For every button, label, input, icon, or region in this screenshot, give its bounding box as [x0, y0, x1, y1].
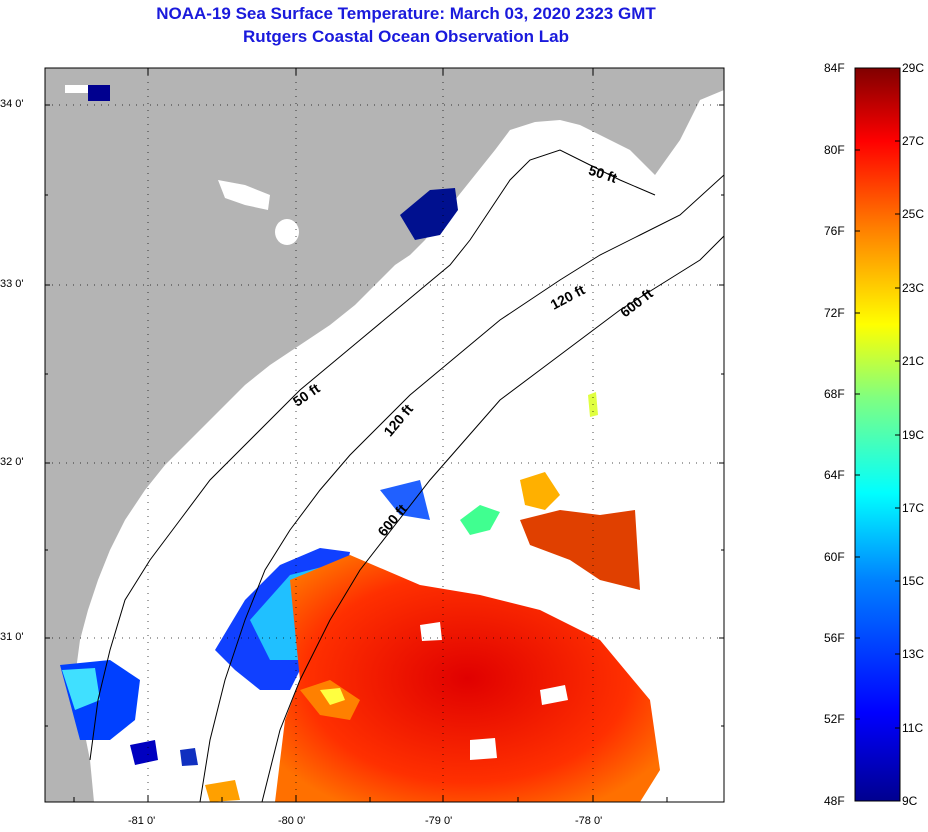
- longitude-label: -78 0': [575, 815, 603, 827]
- inland-water: [218, 180, 270, 210]
- inland-water: [275, 219, 299, 245]
- colorbar-f-label: 72F: [824, 306, 845, 320]
- contour-50ft: [89, 149, 656, 761]
- colorbar-c-label: 13C: [902, 647, 925, 661]
- latitude-label: 31 0': [0, 631, 24, 643]
- contour-label: 50 ft: [587, 162, 620, 186]
- colorbar-f-label: 84F: [824, 61, 845, 75]
- cold-patch: [88, 85, 110, 101]
- longitude-label: -79 0': [425, 815, 453, 827]
- colorbar-ticks: [855, 140, 900, 729]
- colorbar-f-label: 68F: [824, 387, 845, 401]
- contour-label: 120 ft: [548, 281, 588, 312]
- axis-ticks: [45, 68, 724, 802]
- colorbar-c-label: 19C: [902, 428, 925, 442]
- contour-120ft: [199, 174, 724, 802]
- colorbar-f-label: 52F: [824, 712, 845, 726]
- sst-data: [60, 392, 660, 802]
- contour-label: 600 ft: [617, 285, 656, 320]
- colorbar: [854, 67, 901, 802]
- colorbar-c-label: 29C: [902, 61, 925, 75]
- colorbar-c-label: 17C: [902, 501, 925, 515]
- map-title-line2: Rutgers Coastal Ocean Observation Lab: [243, 27, 569, 46]
- contour-label: 50 ft: [290, 380, 323, 410]
- contour-600ft: [261, 235, 724, 802]
- map-title-line1: NOAA-19 Sea Surface Temperature: March 0…: [156, 4, 656, 23]
- colorbar-f-label: 64F: [824, 468, 845, 482]
- land-area: [45, 68, 724, 802]
- inland-water: [65, 85, 110, 93]
- colorbar-f-label: 60F: [824, 550, 845, 564]
- colorbar-f-label: 80F: [824, 143, 845, 157]
- colorbar-f-label: 76F: [824, 224, 845, 238]
- colorbar-f-label: 48F: [824, 794, 845, 808]
- colorbar-c-label: 25C: [902, 207, 925, 221]
- colorbar-c-label: 9C: [902, 794, 918, 808]
- latitude-label: 34 0': [0, 98, 24, 110]
- longitude-label: -80 0': [278, 815, 306, 827]
- latitude-label: 33 0': [0, 278, 24, 290]
- colorbar-c-label: 27C: [902, 134, 925, 148]
- colorbar-c-label: 11C: [902, 721, 924, 735]
- latitude-label: 32 0': [0, 456, 24, 468]
- colorbar-f-label: 56F: [824, 631, 845, 645]
- colorbar-c-label: 23C: [902, 281, 925, 295]
- longitude-label: -81 0': [128, 815, 156, 827]
- map-frame: [44, 67, 725, 803]
- colorbar-c-label: 21C: [902, 354, 925, 368]
- colorbar-c-label: 15C: [902, 574, 925, 588]
